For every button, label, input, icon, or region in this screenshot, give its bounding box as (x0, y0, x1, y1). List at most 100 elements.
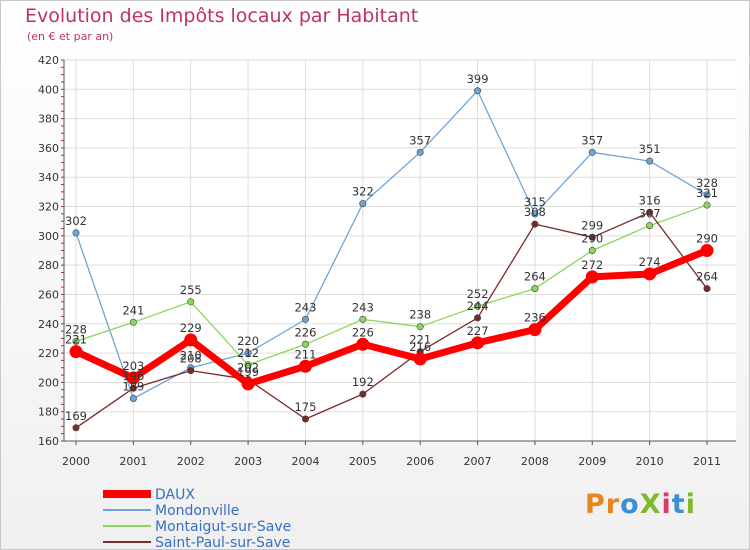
data-point (646, 208, 654, 216)
data-label: 243 (294, 300, 316, 314)
data-label: 315 (524, 195, 546, 209)
plot-area (64, 60, 736, 441)
series-line-montaigut-sur-save (75, 204, 708, 366)
logo-letter: i (661, 489, 672, 520)
data-label: 321 (696, 186, 718, 200)
data-label: 299 (581, 218, 603, 232)
data-label: 208 (180, 352, 202, 366)
data-label: 252 (467, 287, 489, 301)
data-point (531, 210, 539, 218)
data-point (359, 390, 367, 398)
data-point (413, 352, 427, 366)
y-tick-label: 240 (38, 318, 59, 331)
data-label: 175 (294, 400, 316, 414)
data-point (703, 285, 711, 293)
data-point (416, 148, 424, 156)
logo-letter: r (605, 489, 621, 520)
y-tick-label: 380 (38, 113, 59, 126)
x-tick-label: 2003 (234, 455, 262, 468)
data-point (416, 323, 424, 331)
data-point (531, 220, 539, 228)
data-label: 227 (467, 324, 489, 338)
data-point (129, 384, 137, 392)
data-label: 169 (65, 409, 87, 423)
data-point (528, 323, 542, 337)
data-point (244, 349, 252, 357)
data-label: 290 (696, 232, 718, 246)
data-label: 210 (180, 349, 202, 363)
data-point (359, 200, 367, 208)
proxiti-logo: ProXiti (585, 489, 696, 520)
logo-letter: o (620, 489, 640, 520)
data-point (359, 315, 367, 323)
x-tick-label: 2007 (464, 455, 492, 468)
data-label: 220 (237, 334, 259, 348)
data-point (187, 298, 195, 306)
data-point (241, 377, 255, 391)
data-point (531, 285, 539, 293)
data-point (126, 371, 140, 385)
data-label: 351 (639, 142, 661, 156)
data-label: 229 (180, 321, 202, 335)
data-point (298, 359, 312, 373)
data-point (187, 367, 195, 375)
y-tick-label: 360 (38, 142, 59, 155)
y-tick-label: 220 (38, 347, 59, 360)
data-point (301, 415, 309, 423)
data-point (588, 148, 596, 156)
series-line-mondonville (75, 90, 708, 400)
legend-label: DAUX (155, 487, 195, 503)
data-label: 216 (409, 340, 431, 354)
data-label: 236 (524, 311, 546, 325)
y-tick-label: 340 (38, 171, 59, 184)
data-label: 199 (237, 365, 259, 379)
legend-label: Mondonville (155, 503, 239, 519)
data-label: 307 (639, 207, 661, 221)
data-label: 328 (696, 176, 718, 190)
x-tick-label: 2006 (406, 455, 434, 468)
data-label: 221 (409, 333, 431, 347)
data-label: 357 (409, 133, 431, 147)
y-tick-label: 160 (38, 435, 59, 448)
y-tick-label: 420 (38, 54, 59, 67)
data-label: 203 (122, 359, 144, 373)
y-tick-label: 280 (38, 259, 59, 272)
y-tick-label: 180 (38, 406, 59, 419)
data-point (588, 233, 596, 241)
data-label: 357 (581, 133, 603, 147)
data-label: 255 (180, 283, 202, 297)
data-point (646, 157, 654, 165)
data-point (184, 333, 198, 347)
data-label: 221 (65, 333, 87, 347)
data-label: 238 (409, 308, 431, 322)
series-line-saint-paul-sur-save (75, 211, 708, 429)
x-tick-label: 2011 (693, 455, 721, 468)
data-label: 196 (122, 369, 144, 383)
data-point (588, 247, 596, 255)
logo-letter: P (585, 489, 606, 520)
data-label: 243 (352, 300, 374, 314)
data-point (244, 361, 252, 369)
data-point (474, 87, 482, 95)
data-point (129, 395, 137, 403)
data-point (301, 315, 309, 323)
data-point (474, 314, 482, 322)
data-label: 202 (237, 360, 259, 374)
data-label: 241 (122, 303, 144, 317)
data-point (700, 244, 714, 257)
x-tick-label: 2002 (177, 455, 205, 468)
x-tick-label: 2000 (62, 455, 90, 468)
y-tick-label: 300 (38, 230, 59, 243)
data-label: 228 (65, 322, 87, 336)
data-point (474, 302, 482, 310)
y-tick-label: 400 (38, 83, 59, 96)
data-label: 212 (237, 346, 259, 360)
y-tick-label: 200 (38, 376, 59, 389)
data-label: 308 (524, 205, 546, 219)
logo-letter: t (671, 489, 686, 520)
data-label: 264 (696, 270, 718, 284)
y-tick-label: 260 (38, 288, 59, 301)
data-label: 226 (294, 325, 316, 339)
